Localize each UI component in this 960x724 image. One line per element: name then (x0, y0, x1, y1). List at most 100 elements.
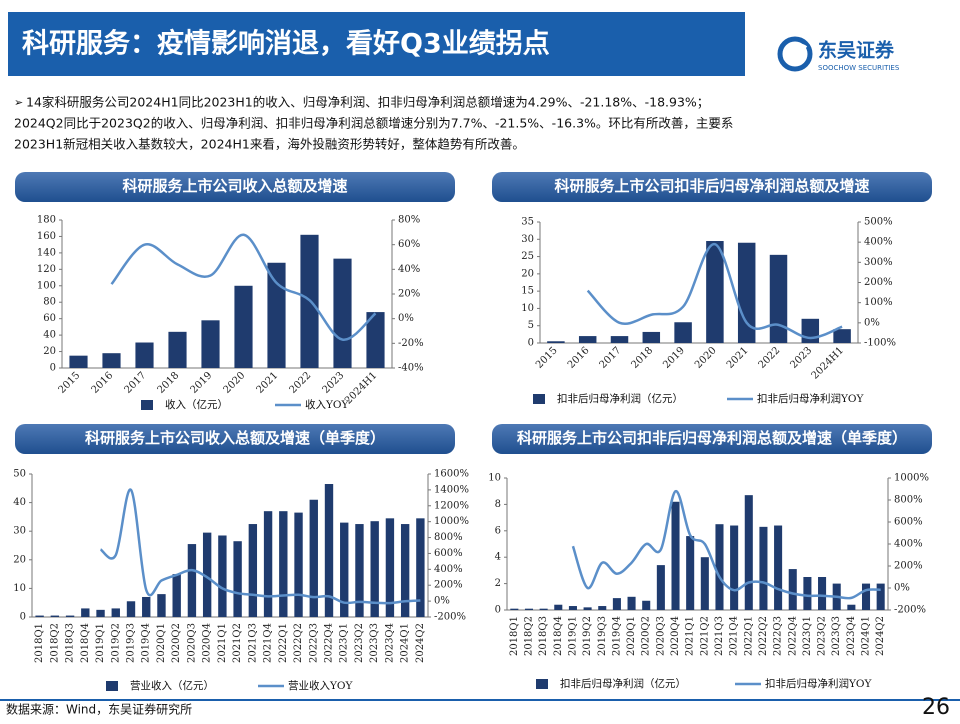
x-tick-label: 2022Q3 (308, 623, 319, 663)
bar (510, 608, 519, 610)
x-tick-label: 2018Q4 (553, 616, 564, 656)
bar (539, 608, 548, 610)
x-tick-label: 2022Q3 (773, 616, 784, 656)
bar (294, 512, 303, 617)
bar (187, 544, 197, 617)
y2-tick-label: 1000% (894, 473, 929, 484)
bar (340, 522, 349, 617)
y2-tick-label: 1000% (434, 516, 469, 527)
y2-tick-label: 400% (864, 237, 893, 248)
bar (35, 615, 44, 617)
x-tick-label: 2023Q4 (384, 623, 395, 663)
y2-tick-label: 1600% (434, 469, 469, 480)
x-tick-label: 2019Q2 (110, 623, 121, 663)
chart-title-box (15, 172, 455, 202)
y2-tick-label: 300% (864, 257, 893, 268)
bar (172, 574, 181, 617)
y-tick-label: 8 (495, 499, 501, 510)
legend-label: 扣非后归母净利润（亿元） (557, 392, 683, 405)
bar (674, 322, 692, 343)
legend-label: 扣非后归母净利润YOY (757, 392, 865, 405)
x-tick-label: 2021Q1 (217, 623, 228, 663)
x-tick-label: 2019Q4 (141, 623, 152, 663)
bar (135, 342, 154, 368)
y-tick-label: 0 (20, 612, 26, 623)
line-series (99, 488, 421, 605)
legend-swatch (536, 679, 548, 689)
x-tick-label: 2019Q3 (597, 616, 608, 656)
x-tick-label: 2019Q2 (582, 616, 593, 656)
y2-tick-label: 400% (434, 564, 463, 575)
bar (234, 285, 253, 368)
x-tick-label: 2023Q1 (339, 623, 350, 663)
chart-title-box (492, 424, 932, 454)
x-tick-label: 2019 (189, 370, 215, 396)
x-tick-label: 2020 (693, 345, 719, 371)
x-tick-label: 2018Q4 (80, 623, 91, 663)
y2-tick-label: 40% (398, 264, 420, 275)
y-tick-label: 35 (521, 217, 534, 228)
header-title: 科研服务：疫情影响消退，看好Q3业绩拐点 (22, 28, 550, 60)
bar (547, 341, 565, 343)
x-tick-label: 2021Q2 (232, 623, 243, 663)
y-tick-label: 20 (43, 346, 56, 357)
header-bar (8, 12, 745, 76)
x-tick-label: 2021Q1 (685, 616, 696, 656)
x-tick-label: 2017 (598, 345, 624, 371)
bar (876, 583, 885, 610)
y-tick-label: 0 (50, 363, 56, 374)
page-number: 26 (922, 695, 950, 720)
bar (730, 525, 739, 610)
bar (202, 532, 212, 617)
bar (759, 526, 768, 610)
logo (777, 36, 813, 72)
bar (568, 606, 577, 610)
bar (263, 511, 273, 617)
y-tick-label: 20 (13, 554, 26, 565)
x-tick-label: 2021 (255, 370, 281, 396)
chart: 科研服务上市公司扣非后归母净利润总额及增速 0 5 10 15 20 25 30 35 -100%… (492, 172, 932, 405)
x-tick-label: 2017 (123, 370, 149, 396)
bar (126, 601, 136, 617)
legend-label: 收入（亿元） (165, 398, 228, 411)
x-tick-label: 2018Q2 (523, 616, 534, 656)
x-tick-label: 2020Q4 (670, 616, 681, 656)
x-tick-label: 2023Q3 (369, 623, 380, 663)
x-tick-label: 2019Q1 (95, 623, 106, 663)
bullet-line: 2024Q2同比于2023Q2的收入、归母净利润、扣非归母净利润总额增速分别为7… (14, 116, 733, 131)
x-tick-label: 2023Q4 (846, 616, 857, 656)
bar (737, 242, 756, 343)
x-tick-label: 2021Q2 (699, 616, 710, 656)
x-tick-label: 2022Q4 (324, 623, 335, 663)
x-tick-label: 2023Q3 (831, 616, 842, 656)
x-tick-label: 2018Q2 (49, 623, 60, 663)
x-tick-label: 2024Q2 (415, 623, 426, 663)
bar (847, 604, 856, 610)
bar (248, 524, 258, 617)
x-tick-label: 2020Q2 (641, 616, 652, 656)
y2-tick-label: 200% (894, 561, 923, 572)
y2-tick-label: -20% (398, 338, 424, 349)
x-tick-label: 2019Q1 (567, 616, 578, 656)
bar (65, 615, 75, 617)
bar (686, 536, 695, 610)
legend-swatch (141, 400, 153, 410)
y2-tick-label: -40% (398, 363, 424, 374)
x-tick-label: 2021 (725, 345, 751, 371)
y-tick-label: 80 (43, 297, 56, 308)
x-tick-label: 2022Q2 (758, 616, 769, 656)
y2-tick-label: 0% (864, 317, 880, 328)
bar (81, 608, 90, 617)
x-tick-label: 2023 (321, 370, 347, 396)
bar (671, 501, 680, 610)
x-tick-label: 2022Q4 (787, 616, 798, 656)
x-tick-label: 2020Q3 (186, 623, 197, 663)
y2-tick-label: 200% (864, 277, 893, 288)
x-tick-label: 2019Q4 (611, 616, 622, 656)
bar (416, 518, 425, 617)
x-tick-label: 2022 (757, 345, 783, 371)
chart-title: 科研服务上市公司扣非后归母净利润总额及增速（单季度） (517, 429, 907, 447)
bar (642, 331, 661, 343)
x-tick-label: 2024Q2 (875, 616, 886, 656)
